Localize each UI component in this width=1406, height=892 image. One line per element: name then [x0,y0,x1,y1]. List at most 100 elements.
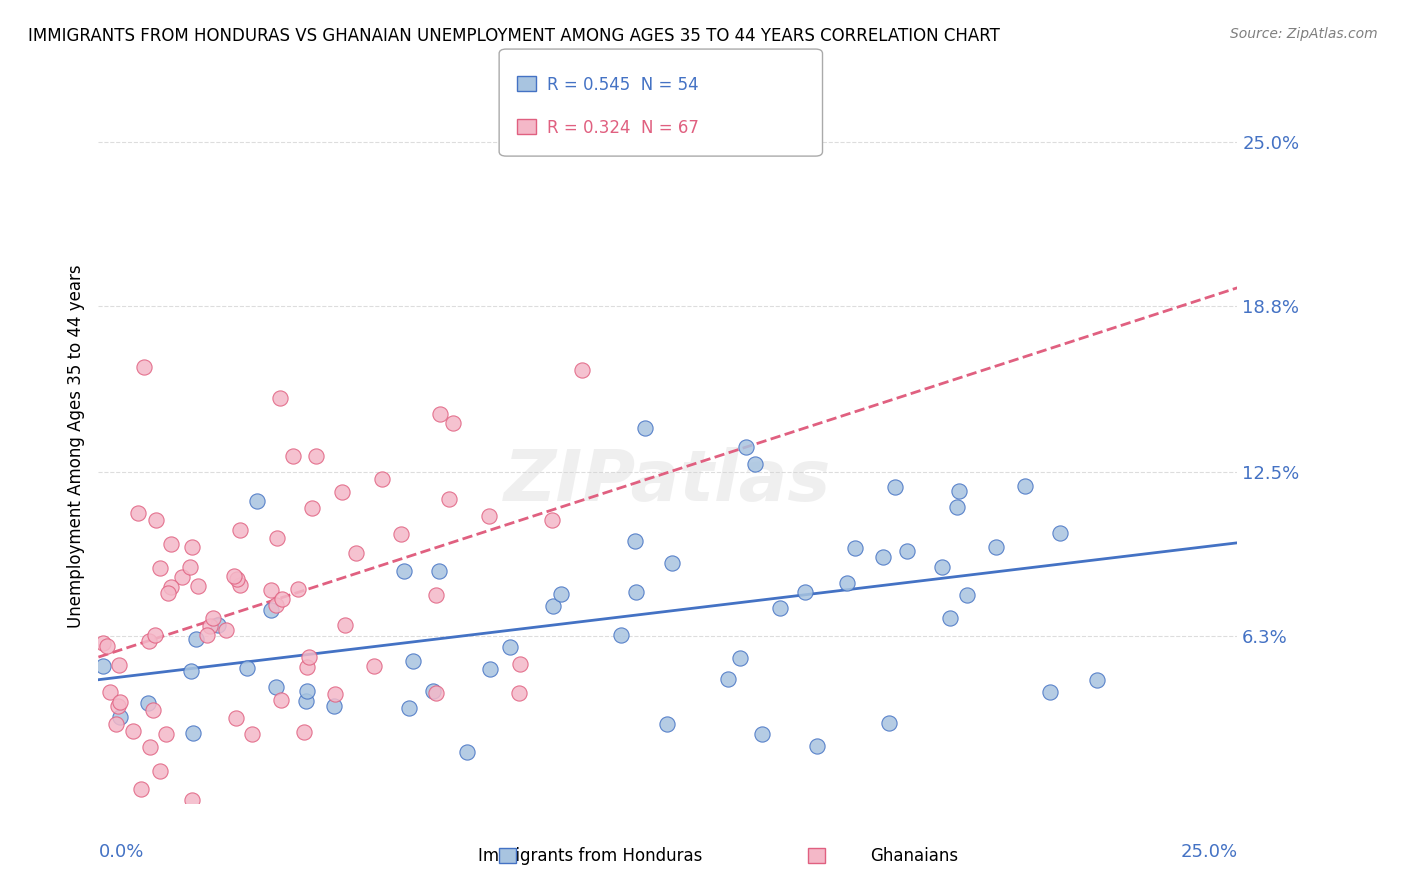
Point [363,658,385,673]
Point [159,537,181,551]
Point [110,696,132,710]
Text: ZIPatlas: ZIPatlas [505,447,831,516]
Point [142,703,165,717]
Point [425,686,447,700]
Point [877,715,900,730]
Point [266,531,288,545]
Point [148,561,170,575]
Text: Ghanaians: Ghanaians [870,847,957,865]
Point [550,587,572,601]
Point [281,449,304,463]
Point [422,684,444,698]
Point [478,509,501,524]
Point [149,764,172,779]
Point [181,540,204,554]
Point [108,709,131,723]
Point [402,654,425,668]
Point [478,662,501,676]
Point [134,359,156,374]
Point [246,494,269,508]
Text: 25.0%: 25.0% [1180,843,1237,861]
Point [145,513,167,527]
Point [240,726,263,740]
Point [884,480,907,494]
Point [956,588,979,602]
Point [215,623,238,637]
Point [398,701,420,715]
Point [295,683,318,698]
Point [236,661,259,675]
Point [624,585,647,599]
Point [939,611,962,625]
Point [769,600,792,615]
Text: Source: ZipAtlas.com: Source: ZipAtlas.com [1230,27,1378,41]
Point [717,672,740,686]
Point [180,665,202,679]
Point [624,534,647,549]
Point [138,634,160,648]
Point [107,657,129,672]
Point [186,632,208,646]
Point [201,611,224,625]
Point [143,628,166,642]
Point [571,363,593,377]
Text: 0.0%: 0.0% [98,843,143,861]
Point [298,649,321,664]
Point [509,657,531,671]
Point [105,717,128,731]
Point [931,560,953,574]
Point [323,687,346,701]
Point [394,564,416,578]
Point [437,491,460,506]
Point [225,710,247,724]
Point [371,472,394,486]
Point [844,541,866,556]
Point [295,660,318,674]
Point [195,628,218,642]
Point [335,618,357,632]
Point [872,549,894,564]
Point [207,618,229,632]
Point [260,582,283,597]
Point [1039,684,1062,698]
Point [93,635,115,649]
Point [181,793,204,807]
Point [806,739,828,753]
Point [187,579,209,593]
Point [136,696,159,710]
Point [1049,526,1071,541]
Point [429,564,451,578]
Point [287,582,309,596]
Point [229,523,252,537]
Point [260,603,283,617]
Text: IMMIGRANTS FROM HONDURAS VS GHANAIAN UNEMPLOYMENT AMONG AGES 35 TO 44 YEARS CORR: IMMIGRANTS FROM HONDURAS VS GHANAIAN UNE… [28,27,1000,45]
Point [160,580,183,594]
Point [127,506,149,520]
Point [609,628,631,642]
Point [429,407,451,421]
Point [295,693,318,707]
Point [948,483,970,498]
Point [181,726,204,740]
Point [122,724,145,739]
Point [744,457,766,471]
Text: R = 0.324  N = 67: R = 0.324 N = 67 [547,119,699,136]
Point [508,686,530,700]
Point [441,417,464,431]
Point [323,699,346,714]
Point [946,500,969,514]
Point [728,651,751,665]
Point [179,560,201,574]
Point [896,543,918,558]
Point [107,698,129,713]
Point [634,421,657,435]
Point [224,569,246,583]
Point [270,693,292,707]
Point [346,546,368,560]
Point [264,598,287,612]
Point [1085,673,1108,687]
Point [96,639,118,653]
Point [1014,479,1036,493]
Point [129,781,152,796]
Text: R = 0.545  N = 54: R = 0.545 N = 54 [547,76,699,94]
